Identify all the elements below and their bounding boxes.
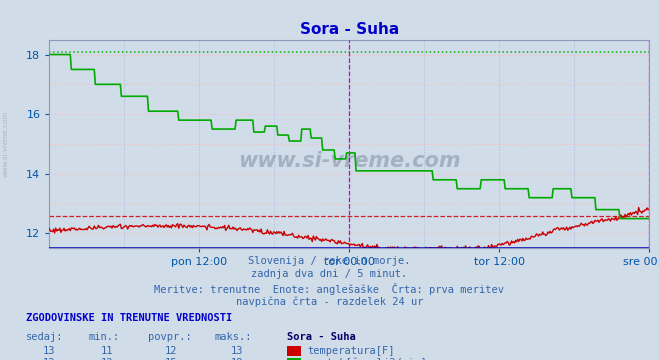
Text: navpična črta - razdelek 24 ur: navpična črta - razdelek 24 ur xyxy=(236,297,423,307)
Text: 13: 13 xyxy=(231,346,243,356)
Text: pretok[čevelj3/min]: pretok[čevelj3/min] xyxy=(308,357,426,360)
Text: temperatura[F]: temperatura[F] xyxy=(308,346,395,356)
Text: 12: 12 xyxy=(165,346,177,356)
Text: 18: 18 xyxy=(231,358,243,360)
Text: Slovenija / reke in morje.: Slovenija / reke in morje. xyxy=(248,256,411,266)
Text: ZGODOVINSKE IN TRENUTNE VREDNOSTI: ZGODOVINSKE IN TRENUTNE VREDNOSTI xyxy=(26,313,233,323)
Title: Sora - Suha: Sora - Suha xyxy=(300,22,399,37)
Text: www.si-vreme.com: www.si-vreme.com xyxy=(238,151,461,171)
Text: maks.:: maks.: xyxy=(214,332,252,342)
Text: 13: 13 xyxy=(43,346,55,356)
Text: 12: 12 xyxy=(101,358,113,360)
Text: povpr.:: povpr.: xyxy=(148,332,192,342)
Text: 12: 12 xyxy=(43,358,55,360)
Text: Meritve: trenutne  Enote: anglešaške  Črta: prva meritev: Meritve: trenutne Enote: anglešaške Črta… xyxy=(154,283,505,295)
Text: Sora - Suha: Sora - Suha xyxy=(287,332,355,342)
Text: www.si-vreme.com: www.si-vreme.com xyxy=(2,111,9,177)
Text: 11: 11 xyxy=(101,346,113,356)
Text: 15: 15 xyxy=(165,358,177,360)
Text: zadnja dva dni / 5 minut.: zadnja dva dni / 5 minut. xyxy=(251,269,408,279)
Text: sedaj:: sedaj: xyxy=(26,332,64,342)
Text: min.:: min.: xyxy=(89,332,120,342)
